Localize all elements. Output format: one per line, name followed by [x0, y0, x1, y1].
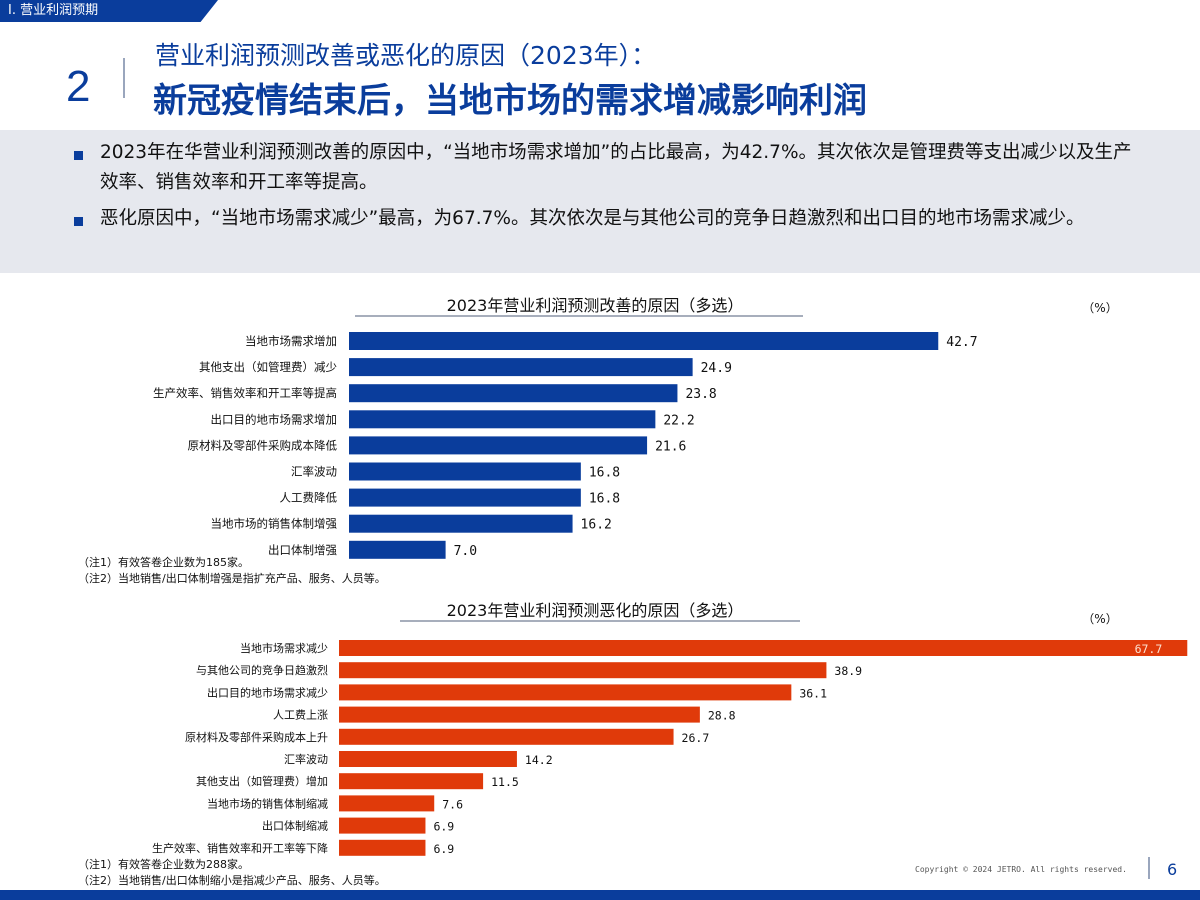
category-label: 当地市场的销售体制增强: [211, 517, 338, 531]
bar: [339, 728, 674, 745]
category-label: 人工费上涨: [273, 709, 328, 722]
data-label: 11.5: [491, 775, 519, 789]
summary-box: 2023年在华营业利润预测改善的原因中，“当地市场需求增加”的占比最高，为42.…: [0, 130, 1200, 273]
bar: [339, 773, 484, 790]
bar: [339, 751, 517, 767]
data-label: 23.8: [685, 387, 716, 402]
copyright: Copyright © 2024 JETRO. All rights reser…: [915, 865, 1127, 874]
footer-divider: [1148, 857, 1150, 879]
data-label: 36.1: [799, 686, 827, 700]
bullet-text: 2023年在华营业利润预测改善的原因中，“当地市场需求增加”的占比最高，为42.…: [100, 142, 1132, 193]
data-label: 38.9: [834, 664, 862, 678]
category-label: 人工费降低: [280, 491, 338, 505]
bar: [339, 817, 426, 834]
category-label: 其他支出（如管理费）增加: [196, 774, 328, 788]
bar: [349, 332, 939, 350]
bar: [349, 488, 581, 507]
bar: [349, 462, 581, 481]
category-label: 出口目的地市场需求减少: [207, 685, 328, 699]
bar: [339, 684, 792, 701]
data-label: 26.7: [682, 731, 710, 745]
data-label: 28.8: [708, 709, 736, 723]
chart2-note2: （注2）当地销售/出口体制缩小是指减少产品、服务、人员等。: [78, 874, 386, 887]
bar: [349, 436, 648, 455]
section-tag: Ⅰ. 营业利润预期: [0, 0, 218, 22]
bar: [339, 839, 426, 856]
data-label: 22.2: [663, 413, 694, 428]
data-label: 16.2: [581, 518, 612, 533]
bar: [349, 384, 678, 403]
bullet: 恶化原因中，“当地市场需求减少”最高，为67.7%。其次依次是与其他公司的竞争日…: [74, 204, 1140, 234]
data-label: 21.6: [655, 439, 686, 454]
data-label: 42.7: [946, 335, 977, 350]
bar: [349, 410, 656, 429]
bar: [349, 540, 446, 559]
data-label: 24.9: [701, 361, 732, 376]
category-label: 当地市场的销售体制缩减: [207, 796, 328, 810]
category-label: 出口体制缩减: [262, 819, 328, 833]
unit-label: （%）: [1082, 301, 1117, 315]
bullet: 2023年在华营业利润预测改善的原因中，“当地市场需求增加”的占比最高，为42.…: [74, 138, 1140, 198]
category-label: 出口体制增强: [268, 543, 337, 557]
unit-label: （%）: [1082, 612, 1117, 626]
category-label: 汇率波动: [284, 752, 328, 766]
bar: [339, 795, 435, 812]
title-line1: 营业利润预测改善或恶化的原因（2023年）：: [155, 41, 657, 70]
bar: [349, 514, 573, 533]
data-label: 7.6: [442, 797, 463, 811]
data-label: 14.2: [525, 753, 553, 767]
category-label: 原材料及零部件采购成本降低: [188, 438, 338, 452]
bar: [349, 358, 693, 377]
slide-number: 2: [66, 62, 91, 111]
data-label: 16.8: [589, 466, 620, 481]
chart-title: 2023年营业利润预测改善的原因（多选）: [447, 296, 744, 315]
data-label: 6.9: [433, 820, 454, 834]
bar: [339, 640, 1188, 656]
category-label: 与其他公司的竞争日趋激烈: [196, 663, 328, 677]
page-number: 6: [1167, 860, 1178, 879]
category-label: 生产效率、销售效率和开工率等提高: [153, 386, 337, 400]
title-line2: 新冠疫情结束后，当地市场的需求增减影响利润: [153, 81, 867, 121]
chart1-note2: （注2）当地销售/出口体制增强是指扩充产品、服务、人员等。: [78, 572, 386, 585]
category-label: 原材料及零部件采购成本上升: [185, 730, 328, 744]
chart-title: 2023年营业利润预测恶化的原因（多选）: [447, 601, 744, 620]
chart2-note1: （注1）有效答卷企业数为288家。: [78, 858, 249, 871]
bar: [339, 662, 827, 679]
data-label: 6.9: [433, 842, 454, 856]
category-label: 其他支出（如管理费）减少: [199, 360, 337, 374]
category-label: 汇率波动: [291, 465, 337, 479]
data-label: 16.8: [589, 492, 620, 507]
category-label: 出口目的地市场需求增加: [211, 412, 338, 426]
category-label: 当地市场需求减少: [240, 641, 328, 655]
bottom-bar: [0, 890, 1200, 900]
data-label: 67.7: [1135, 642, 1163, 656]
data-label: 7.0: [454, 544, 477, 559]
category-label: 生产效率、销售效率和开工率等下降: [152, 841, 328, 855]
category-label: 当地市场需求增加: [245, 334, 337, 348]
chart1-note1: （注1）有效答卷企业数为185家。: [78, 556, 249, 569]
title-divider: [123, 58, 125, 98]
bar: [339, 706, 700, 723]
bullet-text: 恶化原因中，“当地市场需求减少”最高，为67.7%。其次依次是与其他公司的竞争日…: [100, 208, 1085, 229]
